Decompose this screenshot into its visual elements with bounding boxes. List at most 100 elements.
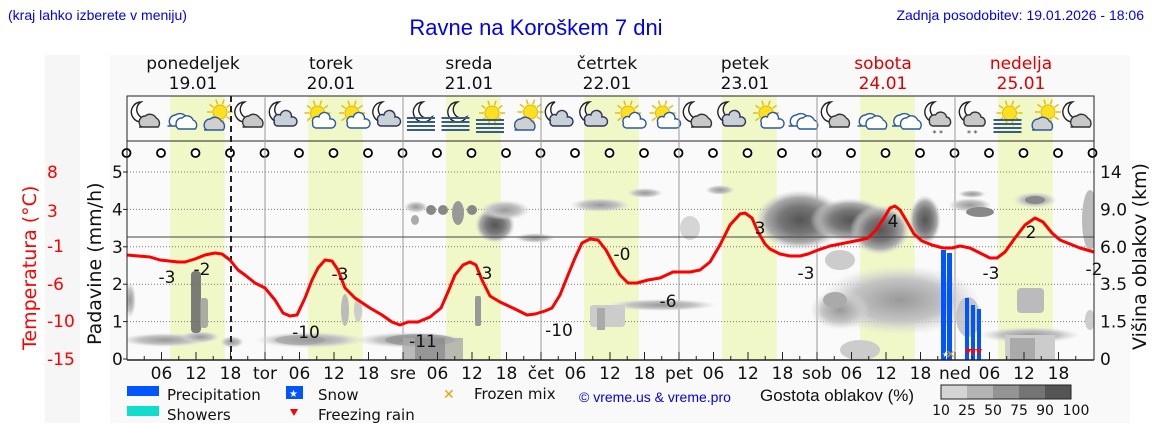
day-date: 25.01 [997, 74, 1046, 94]
x-tick-label: 12 [461, 364, 483, 384]
day-name: sobota [854, 54, 912, 74]
svg-text:-15: -15 [47, 350, 75, 370]
icon-strip [126, 95, 1095, 142]
svg-text:1: 1 [112, 313, 123, 333]
x-tick-label: pet [665, 364, 693, 384]
svg-text:2: 2 [112, 275, 123, 295]
temp-value-label: 2 [1026, 223, 1037, 243]
precipitation-bars: ★ ✕ [941, 250, 982, 361]
day-date: 21.01 [445, 74, 494, 94]
temperature-labels: -3 -2-10-3-11-3-10-0-63-34-32-2 [159, 212, 1103, 352]
day-name: petek [721, 54, 769, 74]
x-tick-label: 12 [323, 364, 345, 384]
day-name: sreda [445, 54, 492, 74]
location-note: (kraj lahko izberete v meniju) [8, 7, 187, 23]
x-tick-label: sob [802, 364, 832, 384]
snow-swatch [286, 386, 303, 399]
x-tick-label: 18 [772, 364, 794, 384]
svg-text:* *: * * [933, 129, 944, 138]
day-name: ponedeljek [146, 54, 240, 74]
svg-text:8: 8 [47, 163, 58, 183]
svg-text:0: 0 [1100, 350, 1111, 370]
svg-text:1.5: 1.5 [1100, 313, 1127, 333]
temp-value-label: 3 [755, 219, 766, 239]
last-update: Zadnja posodobitev: 19.01.2026 - 18:06 [896, 7, 1144, 23]
svg-text:100: 100 [1063, 403, 1090, 419]
temperature-line [126, 204, 1095, 327]
weather-icons: * * * * [130, 99, 1092, 138]
temp-axis-panel [45, 55, 80, 423]
freezing-rain-icon [290, 409, 298, 416]
x-tick-label: 06 [151, 364, 173, 384]
day-date: 19.01 [169, 74, 218, 94]
day-date: 20.01 [307, 74, 356, 94]
x-tick-label: 06 [427, 364, 449, 384]
x-tick-label: 12 [875, 364, 897, 384]
svg-text:-1: -1 [47, 237, 64, 257]
temp-value-label: -0 [614, 245, 631, 265]
x-tick-label: ned [939, 364, 971, 384]
day-date: 23.01 [721, 74, 770, 94]
svg-text:9.0: 9.0 [1100, 200, 1127, 220]
page-title: Ravne na Koroškem 7 dni [409, 15, 663, 40]
day-date: 24.01 [859, 74, 908, 94]
copyright-link[interactable]: © vreme.us & vreme.pro [579, 389, 731, 405]
x-tick-label: 12 [185, 364, 207, 384]
temp-value-label: -10 [545, 321, 573, 341]
svg-text:0: 0 [112, 350, 123, 370]
x-tick-label: 06 [703, 364, 725, 384]
precipitation-axis: 0 1 2 3 4 5 [112, 163, 127, 370]
legend-showers: Showers [167, 406, 231, 424]
temp-value-label: 4 [888, 212, 899, 232]
x-tick-label: 18 [496, 364, 518, 384]
x-tick-label: 06 [979, 364, 1001, 384]
temp-value-label: -3 [332, 265, 349, 285]
x-tick-label: 06 [841, 364, 863, 384]
temp-value-label: -10 [292, 323, 320, 343]
x-tick-label: 18 [634, 364, 656, 384]
svg-text:3: 3 [112, 238, 123, 258]
day-name: četrtek [577, 54, 638, 74]
temp-value-label: -3 [476, 264, 493, 284]
x-tick-label: čet [528, 364, 555, 384]
showers-swatch [127, 406, 159, 416]
legend-snow: Snow [318, 386, 358, 404]
x-tick-label: 12 [599, 364, 621, 384]
svg-text:3: 3 [47, 202, 58, 222]
snow-icon: ★ [289, 389, 298, 400]
precipitation-swatch [127, 386, 159, 396]
svg-text:14: 14 [1100, 163, 1122, 183]
temp-value-label: -6 [660, 292, 677, 312]
precipitation-axis-label: Padavine (mm/h) [84, 182, 106, 345]
svg-text:3.5: 3.5 [1100, 275, 1127, 295]
legend: Precipitation Showers ★ Snow Freezing ra… [127, 384, 1090, 424]
temp-value-label: -3 [159, 268, 176, 288]
day-date: 22.01 [583, 74, 632, 94]
svg-text:* *: * * [967, 129, 978, 138]
x-tick-label: 18 [910, 364, 932, 384]
frozen-mix-marker: ✕ [946, 348, 955, 361]
cloud-density-label: Gostota oblakov (%) [760, 386, 914, 405]
svg-text:50: 50 [984, 403, 1002, 419]
svg-text:4: 4 [112, 200, 123, 220]
svg-text:10: 10 [932, 403, 950, 419]
snow-marker: ★ [942, 350, 949, 359]
temp-value-label: -11 [409, 332, 437, 352]
day-name: torek [309, 54, 353, 74]
temp-value-label: -2 [194, 260, 211, 280]
x-tick-label: sre [390, 364, 416, 384]
svg-text:-6: -6 [47, 275, 64, 295]
svg-text:25: 25 [958, 403, 976, 419]
x-tick-label: 18 [1048, 364, 1070, 384]
x-tick-label: tor [253, 364, 277, 384]
day-name: nedelja [990, 54, 1052, 74]
svg-text:6.0: 6.0 [1100, 238, 1127, 258]
temp-value-label: -3 [983, 264, 1000, 284]
x-tick-label: 18 [358, 364, 380, 384]
legend-frozen-mix: Frozen mix [474, 385, 556, 403]
svg-text:75: 75 [1010, 403, 1028, 419]
x-tick-label: 06 [289, 364, 311, 384]
svg-text:5: 5 [112, 163, 123, 183]
